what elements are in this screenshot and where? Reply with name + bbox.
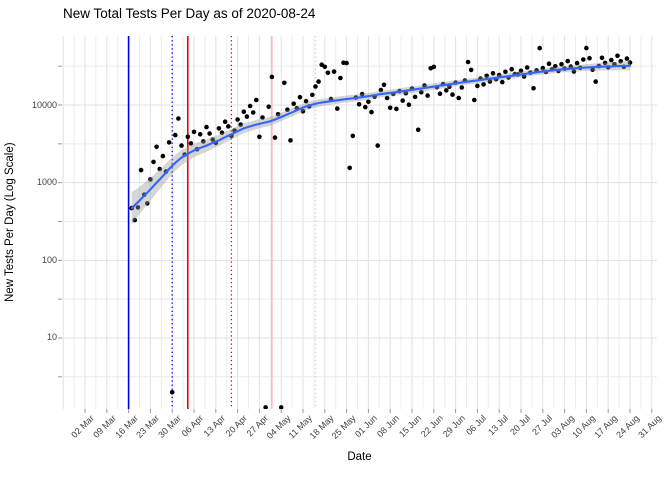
x-tick-label: 20 Apr <box>223 413 249 439</box>
x-tick-label: 17 Aug <box>592 413 620 440</box>
x-tick-label: 31 Aug <box>635 413 663 440</box>
x-axis-title: Date <box>347 451 372 463</box>
smooth-trend-line <box>130 64 632 210</box>
x-tick-label: 13 Apr <box>201 413 227 439</box>
axis-ticks <box>58 65 653 413</box>
smooth-layer <box>130 61 632 225</box>
y-tick-label: 1000 <box>36 177 57 188</box>
x-tick-label: 22 Jun <box>418 413 445 440</box>
x-tick-label: 13 Jul <box>486 413 511 438</box>
y-axis-title: New Tests Per Day (Log Scale) <box>4 142 16 303</box>
x-tick-label: 10 Aug <box>570 413 598 440</box>
x-tick-label: 29 Jun <box>440 413 467 440</box>
scatter-points <box>129 45 633 409</box>
y-tick-label: 100 <box>41 254 57 265</box>
x-tick-label: 01 Jun <box>353 413 380 440</box>
chart-canvas <box>58 36 657 413</box>
x-tick-label: 02 Mar <box>69 413 97 440</box>
reference-vlines <box>127 36 317 409</box>
y-tick-label: 10000 <box>31 99 57 110</box>
chart-title: New Total Tests Per Day as of 2020-08-24 <box>63 6 316 21</box>
confidence-ribbon <box>131 61 630 225</box>
x-tick-label: 16 Mar <box>112 413 140 440</box>
gridlines <box>62 36 657 409</box>
x-tick-label: 24 Aug <box>614 413 642 440</box>
x-tick-label: 04 May <box>264 413 293 441</box>
x-tick-label: 15 Jun <box>396 413 424 440</box>
x-tick-label: 08 Jun <box>375 413 402 440</box>
x-tick-label: 06 Jul <box>464 413 489 438</box>
y-tick-label: 10 <box>46 332 57 343</box>
x-tick-label: 06 Apr <box>179 413 206 439</box>
x-tick-label: 03 Aug <box>548 413 576 440</box>
x-tick-label: 30 Mar <box>156 413 184 440</box>
x-tick-label: 20 Jul <box>508 413 533 438</box>
x-tick-label: 09 Mar <box>91 413 118 440</box>
x-tick-label: 23 Mar <box>134 413 162 440</box>
